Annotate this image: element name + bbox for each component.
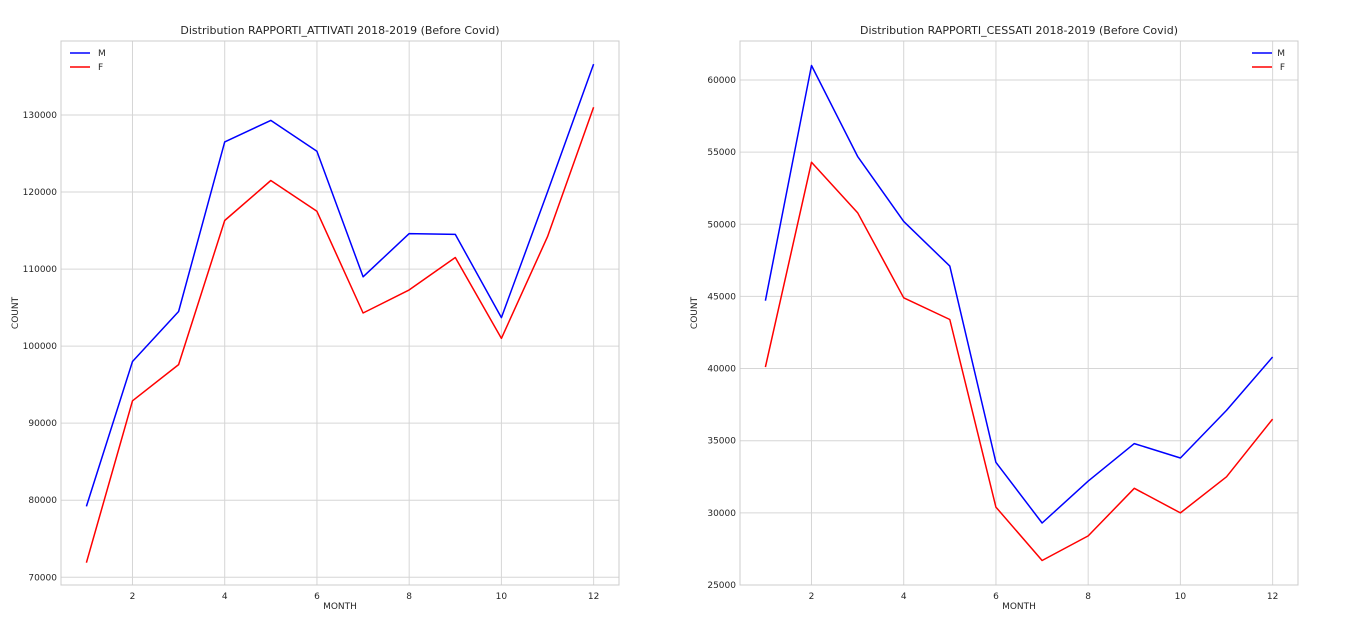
x-tick-label: 8 bbox=[406, 592, 412, 602]
y-tick-label: 55000 bbox=[707, 148, 736, 158]
legend-label-m: M bbox=[98, 49, 106, 59]
x-tick-label: 6 bbox=[993, 592, 999, 602]
plot-frame bbox=[739, 40, 1299, 586]
legend-label-f: F bbox=[98, 63, 103, 73]
legend: MF bbox=[1252, 49, 1285, 73]
y-tick-label: 35000 bbox=[707, 437, 736, 447]
series-line-m bbox=[85, 63, 595, 507]
y-tick-label: 45000 bbox=[707, 292, 736, 302]
y-tick-label: 50000 bbox=[707, 220, 736, 230]
y-tick-label: 70000 bbox=[28, 573, 57, 583]
plot-frame bbox=[60, 40, 620, 586]
y-tick-label: 30000 bbox=[707, 509, 736, 519]
series-line-m bbox=[764, 64, 1274, 524]
x-tick-label: 8 bbox=[1085, 592, 1091, 602]
y-tick-label: 130000 bbox=[23, 111, 58, 121]
y-tick-label: 40000 bbox=[707, 365, 736, 375]
chart-title: Distribution RAPPORTI_ATTIVATI 2018-2019… bbox=[180, 24, 499, 37]
x-tick-label: 2 bbox=[809, 592, 815, 602]
x-tick-label: 10 bbox=[496, 592, 508, 602]
series-line-f bbox=[764, 161, 1274, 562]
y-axis-label: COUNT bbox=[690, 296, 700, 329]
y-tick-label: 25000 bbox=[707, 581, 736, 591]
series-line-f bbox=[85, 107, 595, 563]
legend-label-f: F bbox=[1280, 63, 1285, 73]
x-axis-label: MONTH bbox=[323, 602, 357, 612]
chart-rapporti-cessati: 2 4 6 8 10 12 25000 30000 35000 40000 45000 50000 55… bbox=[690, 24, 1299, 612]
x-tick-label: 6 bbox=[314, 592, 320, 602]
x-tick-label: 4 bbox=[901, 592, 907, 602]
y-tick-label: 90000 bbox=[28, 419, 57, 429]
y-tick-label: 100000 bbox=[23, 342, 58, 352]
x-tick-label: 4 bbox=[222, 592, 228, 602]
x-tick-label: 10 bbox=[1175, 592, 1187, 602]
x-tick-label: 2 bbox=[130, 592, 136, 602]
x-axis-label: MONTH bbox=[1002, 602, 1036, 612]
chart-title: Distribution RAPPORTI_CESSATI 2018-2019 … bbox=[860, 24, 1178, 37]
x-tick-label: 12 bbox=[588, 592, 599, 602]
y-tick-label: 80000 bbox=[28, 496, 57, 506]
y-tick-label: 110000 bbox=[23, 265, 58, 275]
chart-rapporti-attivati: 2 4 6 8 10 12 70000 80000 90000 100000 110000 12000… bbox=[11, 24, 620, 612]
x-tick-label: 12 bbox=[1267, 592, 1278, 602]
y-tick-label: 60000 bbox=[707, 76, 736, 86]
legend: MF bbox=[70, 49, 106, 73]
legend-label-m: M bbox=[1277, 49, 1285, 59]
y-tick-label: 120000 bbox=[23, 188, 58, 198]
y-axis-label: COUNT bbox=[11, 296, 21, 329]
